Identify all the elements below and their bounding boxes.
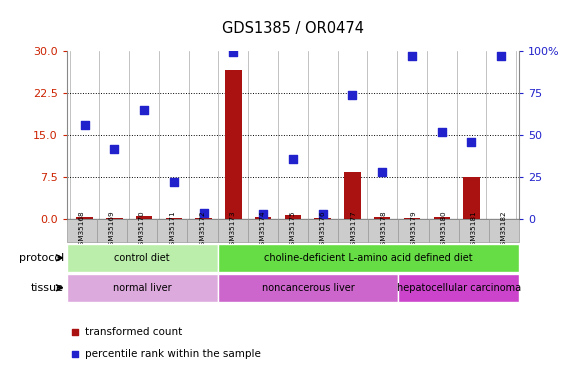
- Text: GSM35180: GSM35180: [441, 211, 447, 251]
- Bar: [429, 219, 459, 242]
- Bar: [67, 219, 97, 242]
- Bar: [195, 217, 212, 219]
- Text: tissue: tissue: [31, 283, 64, 293]
- Bar: [368, 219, 398, 242]
- Text: GSM35175: GSM35175: [290, 211, 296, 251]
- Point: [467, 139, 476, 145]
- Bar: [218, 219, 248, 242]
- Text: GSM35178: GSM35178: [380, 211, 386, 251]
- Text: noncancerous liver: noncancerous liver: [262, 283, 354, 293]
- Text: normal liver: normal liver: [113, 283, 172, 293]
- Point: [288, 156, 298, 162]
- Text: GSM35176: GSM35176: [320, 211, 326, 251]
- Bar: [166, 218, 182, 219]
- Text: GSM35177: GSM35177: [350, 211, 356, 251]
- Point: [259, 211, 268, 217]
- Point: [362, 216, 372, 222]
- Point: [362, 21, 372, 27]
- Point: [169, 179, 179, 185]
- Text: GSM35170: GSM35170: [139, 211, 145, 251]
- Bar: [77, 217, 93, 219]
- Point: [318, 211, 327, 217]
- Text: GSM35174: GSM35174: [260, 211, 266, 251]
- Text: GSM35179: GSM35179: [411, 211, 416, 251]
- Point: [139, 106, 148, 112]
- Text: GSM35173: GSM35173: [230, 211, 235, 251]
- Bar: [97, 219, 127, 242]
- Bar: [285, 215, 301, 219]
- Point: [110, 146, 119, 152]
- Bar: [398, 274, 519, 302]
- Text: choline-deficient L-amino acid defined diet: choline-deficient L-amino acid defined d…: [264, 253, 473, 263]
- Point: [80, 122, 89, 128]
- Text: transformed count: transformed count: [85, 327, 182, 338]
- Bar: [67, 274, 218, 302]
- Bar: [308, 219, 338, 242]
- Point: [437, 129, 447, 135]
- Bar: [248, 219, 278, 242]
- Bar: [398, 219, 429, 242]
- Text: control diet: control diet: [114, 253, 170, 263]
- Text: GSM35172: GSM35172: [200, 211, 205, 251]
- Bar: [278, 219, 308, 242]
- Bar: [489, 219, 519, 242]
- Text: GSM35182: GSM35182: [501, 211, 507, 251]
- Point: [496, 53, 506, 59]
- Bar: [459, 219, 489, 242]
- Text: protocol: protocol: [19, 253, 64, 263]
- Bar: [433, 217, 450, 219]
- Bar: [187, 219, 218, 242]
- Text: GDS1385 / OR0474: GDS1385 / OR0474: [222, 21, 364, 36]
- Bar: [127, 219, 157, 242]
- Bar: [157, 219, 187, 242]
- Text: GSM35171: GSM35171: [169, 211, 175, 251]
- Point: [348, 92, 357, 98]
- Text: GSM35169: GSM35169: [109, 211, 115, 251]
- Point: [229, 50, 238, 55]
- Text: hepatocellular carcinoma: hepatocellular carcinoma: [397, 283, 521, 293]
- Bar: [463, 177, 480, 219]
- Bar: [338, 219, 368, 242]
- Bar: [255, 217, 271, 219]
- Bar: [404, 218, 420, 219]
- Bar: [345, 172, 361, 219]
- Bar: [374, 217, 390, 219]
- Bar: [218, 274, 398, 302]
- Text: GSM35181: GSM35181: [471, 211, 477, 251]
- Bar: [67, 244, 218, 272]
- Bar: [314, 217, 331, 219]
- Point: [407, 53, 416, 59]
- Bar: [106, 217, 122, 219]
- Point: [199, 210, 208, 216]
- Text: percentile rank within the sample: percentile rank within the sample: [85, 349, 260, 359]
- Bar: [136, 216, 153, 219]
- Text: GSM35168: GSM35168: [79, 211, 85, 251]
- Point: [378, 169, 387, 175]
- Bar: [225, 70, 241, 219]
- Bar: [218, 244, 519, 272]
